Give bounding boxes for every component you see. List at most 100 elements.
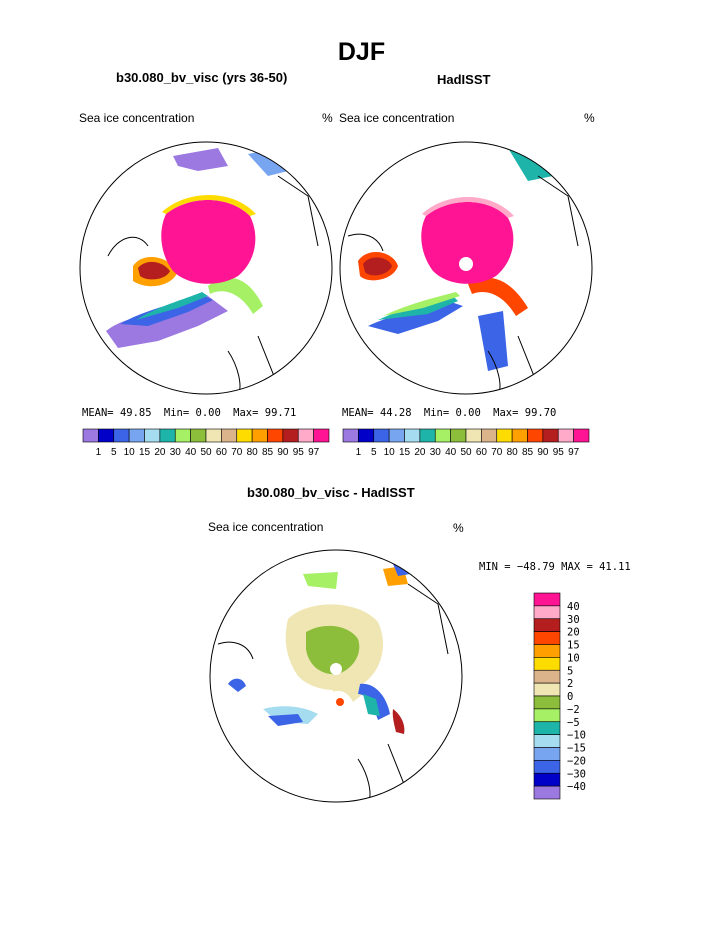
panel1-min-value: 0.00 (195, 407, 221, 419)
panel1-colorbar-swatch (297, 428, 314, 443)
panel1-colorbar-swatch (174, 428, 191, 443)
panel2-colorbar-swatch (388, 428, 405, 443)
diff-spot-red (336, 698, 344, 706)
panel2-polar-map (339, 141, 593, 395)
diff-labrador-blue (268, 714, 303, 726)
diff-colorbar-swatch (533, 618, 561, 632)
panel1-mean-value: 49.85 (119, 407, 152, 419)
panel2-mean-value: 44.28 (379, 407, 412, 419)
panel2-colorbar-swatch (358, 428, 375, 443)
diff-colorbar-label: 2 (567, 678, 573, 690)
panel2-max-value: 99.70 (524, 407, 557, 419)
panel2-colorbar-swatch (404, 428, 421, 443)
panel2-land (347, 175, 579, 394)
diff-colorbar-swatch (533, 605, 561, 620)
diff-colorbar-label: 5 (567, 665, 573, 677)
diff-greenland-red (392, 709, 405, 734)
panel2-colorbar-label: 10 (384, 447, 396, 458)
diff-colorbar-label: −15 (567, 743, 586, 755)
panel2-ice-greenland-sea (478, 311, 508, 371)
panel1-variable: Sea ice concentration (79, 111, 195, 125)
diff-neg2-area (306, 625, 360, 675)
panel2-colorbar-swatch (511, 428, 528, 443)
diff-colorbar-label: 20 (567, 627, 580, 639)
panel1-colorbar-swatch (82, 428, 99, 443)
diff-minmax: MIN = −48.79 MAX = 41.11 (479, 561, 631, 573)
panel1-land (107, 175, 319, 394)
panel2-colorbar-swatch (496, 428, 513, 443)
diff-colorbar-swatch (533, 747, 561, 761)
diff-colorbar-label: 40 (567, 601, 580, 613)
panel2-min-label: Min= (423, 407, 450, 419)
panel1-max-value: 99.71 (264, 407, 297, 419)
diff-colorbar-swatch (533, 721, 561, 735)
panel1-max-label: Max= (233, 407, 259, 419)
panel1-subtitle: b30.080_bv_visc (yrs 36-50) (116, 70, 288, 85)
panel2-colorbar-label: 5 (371, 447, 377, 458)
panel1-ice-core (161, 200, 256, 284)
panel2-colorbar-label: 1 (356, 447, 362, 458)
panel1-colorbar-swatch (205, 428, 222, 443)
panel2-variable: Sea ice concentration (339, 111, 455, 125)
panel1-colorbar-label: 20 (154, 447, 166, 458)
panel2-colorbar-swatch (419, 428, 436, 443)
diff-colorbar-swatch (533, 772, 561, 787)
panel1-colorbar-label: 5 (111, 447, 117, 458)
panel2-colorbar-label: 20 (414, 447, 426, 458)
panel2-colorbar-label: 60 (476, 447, 488, 458)
panel1-colorbar-swatch (282, 428, 299, 443)
diff-land (217, 583, 449, 802)
diff-colorbar-label: −40 (567, 781, 586, 793)
diff-pacific-green (303, 572, 338, 589)
panel1-colorbar-swatch (236, 428, 253, 443)
panel2-ice-hudson-core (363, 257, 392, 276)
panel2-colorbar-swatch (527, 428, 544, 443)
panel1-colorbar-swatch (159, 428, 176, 443)
diff-pole-hole (330, 663, 342, 675)
panel2-colorbar-label: 15 (399, 447, 411, 458)
panel1-ice-ring (162, 195, 256, 216)
diff-units: % (453, 521, 464, 535)
diff-colorbar-label: −30 (567, 768, 586, 780)
panel1-colorbar-label: 97 (308, 447, 320, 458)
panel1-units: % (322, 111, 333, 125)
panel2-max-label: Max= (493, 407, 519, 419)
panel2-ice-edge-blue (368, 301, 463, 334)
panel2-colorbar-swatch (557, 428, 574, 443)
panel2-colorbar-swatch (542, 428, 559, 443)
panel1-ice-edge-purple (106, 296, 228, 348)
panel2-ice-ring (422, 197, 514, 218)
diff-colorbar-label: 30 (567, 614, 580, 626)
diff-colorbar-swatch (533, 760, 561, 774)
panel2-colorbar-label: 40 (445, 447, 457, 458)
panel2-colorbar-label: 97 (568, 447, 580, 458)
panel1-colorbar-swatch (113, 428, 130, 443)
panel1-colorbar-label: 80 (247, 447, 259, 458)
panel1-colorbar-label: 90 (277, 447, 289, 458)
panel2-mean-label: MEAN= (342, 407, 374, 419)
panel1-colorbar-swatch (267, 428, 284, 443)
panel2-colorbar-swatch (450, 428, 467, 443)
diff-colorbar-swatch (533, 669, 561, 684)
panel2-units: % (584, 111, 595, 125)
panel2-colorbar-swatch (342, 428, 359, 443)
diff-hudson-neg (228, 678, 246, 692)
panel1-colorbar-swatch (313, 428, 330, 443)
diff-colorbar-label: −2 (567, 704, 580, 716)
diff-barents-cyan (363, 694, 380, 716)
diff-variable: Sea ice concentration (208, 520, 324, 534)
panel1-colorbar-swatch (144, 428, 161, 443)
panel1-colorbar-label: 15 (139, 447, 151, 458)
panel2-colorbar-label: 95 (553, 447, 565, 458)
diff-subtitle: b30.080_bv_visc - HadISST (247, 485, 415, 500)
panel1-colorbar-label: 1 (96, 447, 102, 458)
diff-colorbar-swatch (533, 631, 561, 645)
panel2-min-value: 0.00 (455, 407, 481, 419)
panel2-colorbar-swatch (573, 428, 590, 443)
panel2-colorbar-swatch (373, 428, 390, 443)
panel1-colorbar: 1 5 10 15 20 30 40 50 60 70 80 85 90 95 97 (82, 428, 330, 458)
diff-polar-map (209, 549, 463, 803)
panel1-min-label: Min= (163, 407, 190, 419)
panel2-stats: MEAN= 44.28 Min= 0.00 Max= 99.70 (342, 407, 556, 419)
